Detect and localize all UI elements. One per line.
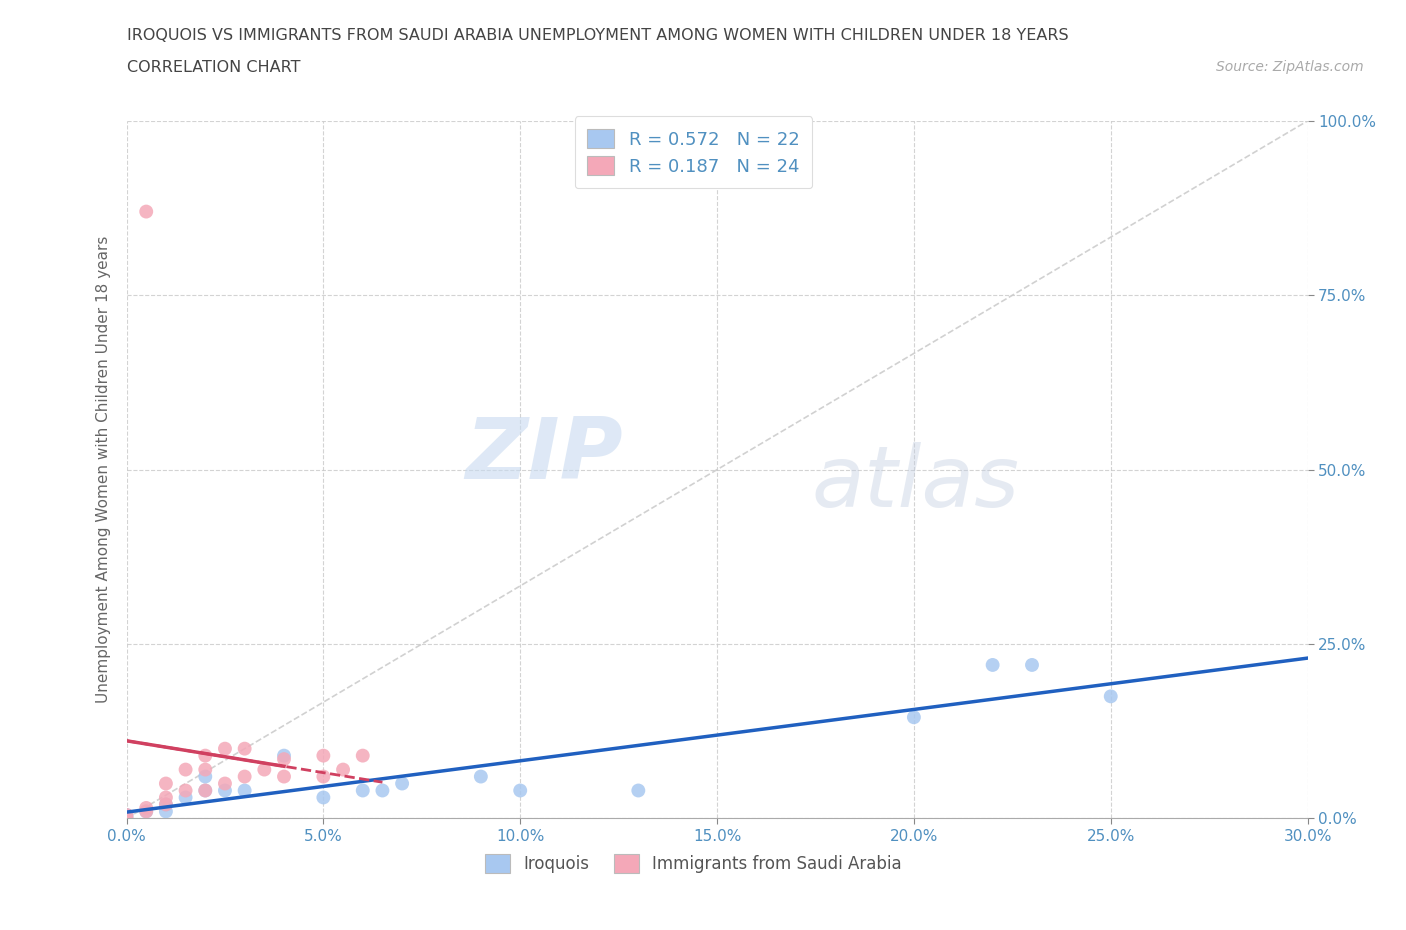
Point — [312, 748, 335, 763]
Point — [174, 790, 197, 805]
Point — [194, 783, 217, 798]
Point — [332, 763, 354, 777]
Text: IROQUOIS VS IMMIGRANTS FROM SAUDI ARABIA UNEMPLOYMENT AMONG WOMEN WITH CHILDREN : IROQUOIS VS IMMIGRANTS FROM SAUDI ARABIA… — [127, 28, 1069, 43]
Point — [135, 801, 157, 816]
Point — [233, 769, 256, 784]
Text: ZIP: ZIP — [465, 414, 623, 498]
Point — [194, 763, 217, 777]
Point — [214, 776, 236, 790]
Point — [1099, 689, 1122, 704]
Point — [155, 797, 177, 812]
Point — [312, 769, 335, 784]
Point — [135, 804, 157, 819]
Point — [155, 804, 177, 819]
Point — [509, 783, 531, 798]
Point — [981, 658, 1004, 672]
Point — [135, 205, 157, 219]
Point — [233, 741, 256, 756]
Point — [253, 763, 276, 777]
Text: atlas: atlas — [811, 442, 1019, 525]
Point — [155, 776, 177, 790]
Point — [115, 807, 138, 822]
Point — [194, 783, 217, 798]
Point — [312, 790, 335, 805]
Point — [194, 769, 217, 784]
Point — [470, 769, 492, 784]
Point — [273, 751, 295, 766]
Point — [273, 748, 295, 763]
Point — [371, 783, 394, 798]
Point — [352, 783, 374, 798]
Point — [1021, 658, 1043, 672]
Point — [233, 783, 256, 798]
Point — [115, 811, 138, 826]
Legend: Iroquois, Immigrants from Saudi Arabia: Iroquois, Immigrants from Saudi Arabia — [478, 848, 908, 880]
Point — [273, 769, 295, 784]
Point — [903, 710, 925, 724]
Point — [174, 763, 197, 777]
Point — [115, 807, 138, 822]
Point — [135, 804, 157, 819]
Y-axis label: Unemployment Among Women with Children Under 18 years: Unemployment Among Women with Children U… — [96, 236, 111, 703]
Point — [155, 790, 177, 805]
Point — [174, 783, 197, 798]
Point — [214, 783, 236, 798]
Point — [115, 811, 138, 826]
Text: CORRELATION CHART: CORRELATION CHART — [127, 60, 299, 75]
Point — [627, 783, 650, 798]
Point — [391, 776, 413, 790]
Point — [155, 797, 177, 812]
Point — [214, 741, 236, 756]
Point — [352, 748, 374, 763]
Point — [194, 748, 217, 763]
Text: Source: ZipAtlas.com: Source: ZipAtlas.com — [1216, 60, 1364, 74]
